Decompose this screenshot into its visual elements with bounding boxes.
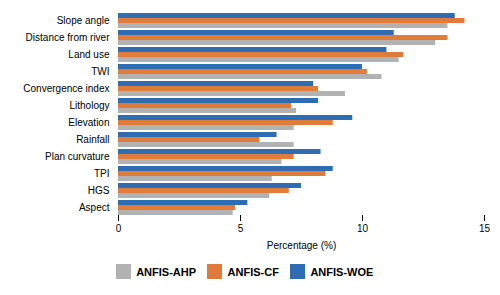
svg-text:0: 0 (116, 223, 122, 234)
html-text:ANFIS-AHP: ANFIS-AHP (136, 265, 196, 278)
svg-text:Rainfall: Rainfall (76, 134, 109, 145)
svg-text:HGS: HGS (88, 185, 110, 196)
svg-text:Elevation: Elevation (68, 117, 109, 128)
svg-text:TWI: TWI (91, 66, 109, 77)
svg-text:Convergence index: Convergence index (23, 83, 109, 94)
html-text:ANFIS-CF: ANFIS-CF (227, 265, 279, 278)
svg-text:5: 5 (238, 223, 244, 234)
svg-text:Plan curvature: Plan curvature (45, 151, 110, 162)
svg-text:Percentage (%): Percentage (%) (267, 240, 336, 251)
svg-text:Land use: Land use (68, 49, 110, 60)
svg-text:TPI: TPI (94, 168, 110, 179)
svg-text:15: 15 (479, 223, 491, 234)
svg-text:Aspect: Aspect (79, 202, 110, 213)
html-text:ANFIS-WOE: ANFIS-WOE (310, 265, 374, 278)
svg-text:Lithology: Lithology (69, 100, 109, 111)
svg-text:Slope angle: Slope angle (57, 15, 110, 26)
svg-text:10: 10 (357, 223, 369, 234)
svg-text:Distance from river: Distance from river (26, 32, 111, 43)
